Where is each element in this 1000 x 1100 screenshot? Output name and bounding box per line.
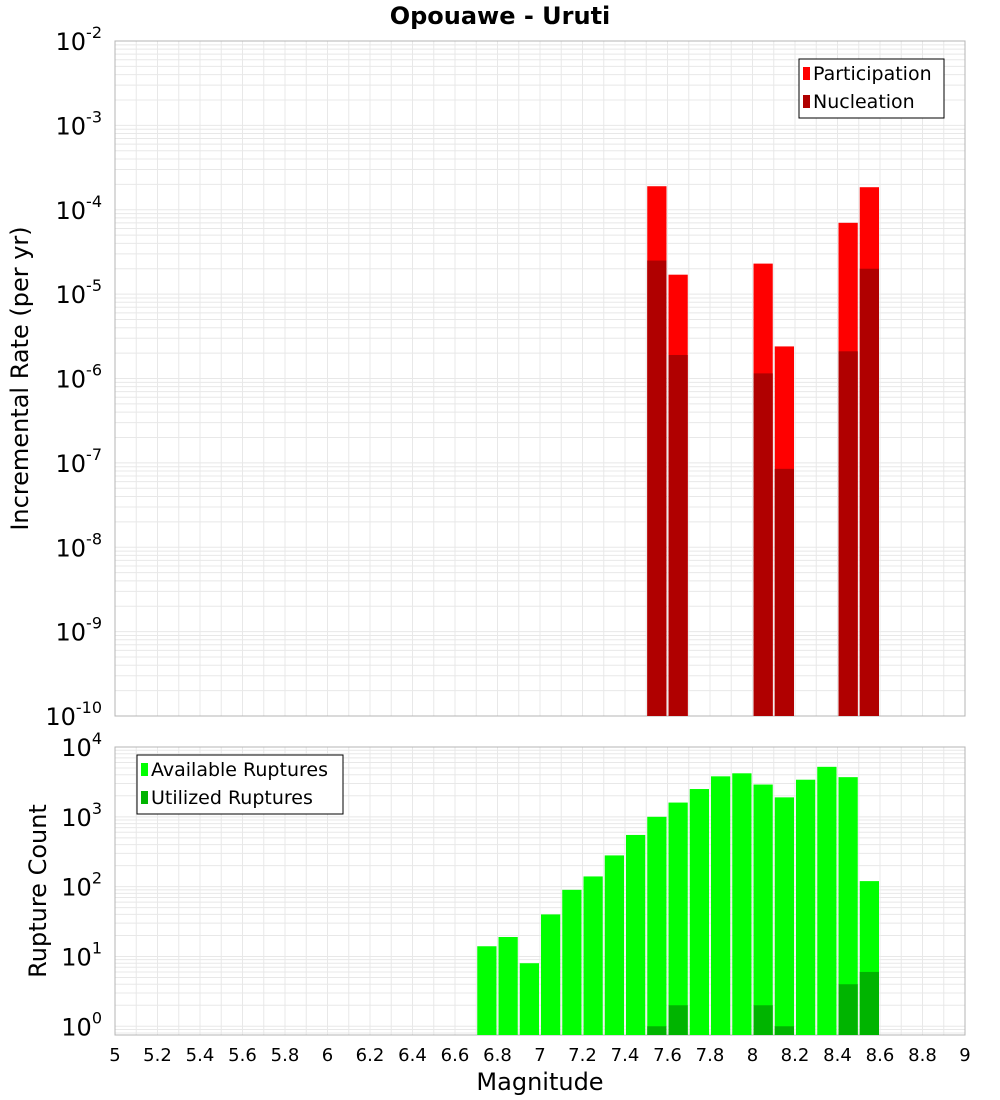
x-tick-label: 6.6 [441, 1045, 470, 1066]
bottom-bar-available-ruptures [541, 914, 561, 1035]
bottom-y-tick-label: 100 [61, 1008, 102, 1041]
x-tick-label: 7.6 [653, 1045, 682, 1066]
top-grid [114, 40, 966, 717]
top-bar-nucleation [774, 468, 794, 716]
top-legend-label: Nucleation [813, 91, 915, 113]
x-tick-label: 6.2 [356, 1045, 385, 1066]
x-tick-label: 5.8 [271, 1045, 300, 1066]
top-y-tick-label: 10-5 [56, 276, 103, 309]
bottom-legend-swatch [141, 763, 148, 776]
bottom-bar-available-ruptures [817, 766, 837, 1035]
bottom-panel: 100 101 102 103 104 Rupture Count Available … [24, 729, 966, 1041]
bottom-bar-available-ruptures [711, 776, 731, 1035]
x-tick-label: 8.2 [781, 1045, 810, 1066]
x-tick-label: 8.4 [823, 1045, 852, 1066]
bottom-bar-utilized-ruptures [838, 984, 858, 1035]
bottom-bar-available-ruptures [647, 816, 667, 1035]
bottom-y-axis-label: Rupture Count [24, 804, 52, 978]
x-tick-label: 7.8 [696, 1045, 725, 1066]
bottom-bars [477, 766, 879, 1035]
top-y-axis-label: Incremental Rate (per yr) [6, 226, 34, 530]
bottom-legend-swatch [141, 791, 148, 804]
x-tick-label: 8.8 [908, 1045, 937, 1066]
top-y-ticks: 10-10 10-9 10-8 10-7 10-6 10-5 10-4 10-3 10-2 [45, 23, 102, 731]
x-tick-label: 6.4 [398, 1045, 427, 1066]
top-bar-nucleation [647, 260, 667, 716]
top-bar-nucleation [668, 354, 688, 716]
x-tick-label: 5.4 [186, 1045, 215, 1066]
bottom-bar-available-ruptures [477, 946, 497, 1035]
bottom-bar-available-ruptures [732, 773, 752, 1035]
bottom-bar-available-ruptures [796, 779, 816, 1035]
top-panel: 10-10 10-9 10-8 10-7 10-6 10-5 10-4 10-3 10-2 In… [6, 23, 966, 731]
top-y-tick-label: 10-4 [56, 192, 103, 225]
bottom-bar-available-ruptures [753, 784, 773, 1035]
bottom-y-tick-label: 104 [61, 729, 102, 762]
x-tick-label: 9 [959, 1045, 970, 1066]
x-tick-label: 8 [747, 1045, 758, 1066]
bottom-legend-label: Available Ruptures [151, 759, 328, 781]
top-bar-nucleation [859, 268, 879, 716]
bottom-y-tick-label: 101 [61, 938, 102, 971]
bottom-y-tick-label: 102 [61, 869, 102, 902]
top-bar-nucleation [753, 373, 773, 716]
top-y-tick-label: 10-10 [45, 698, 102, 731]
bottom-bar-available-ruptures [562, 889, 582, 1035]
bottom-bar-utilized-ruptures [774, 1026, 794, 1035]
bottom-bar-available-ruptures [626, 834, 646, 1035]
bottom-y-ticks: 100 101 102 103 104 [61, 729, 102, 1041]
top-y-tick-label: 10-8 [56, 529, 103, 562]
x-tick-label: 6.8 [483, 1045, 512, 1066]
top-plot-frame [114, 40, 966, 717]
top-y-tick-label: 10-6 [56, 361, 103, 394]
top-legend-swatch [803, 67, 810, 80]
x-tick-label: 8.6 [866, 1045, 895, 1066]
bottom-bar-utilized-ruptures [753, 1005, 773, 1035]
top-bar-nucleation [838, 351, 858, 716]
bottom-bar-available-ruptures [689, 789, 709, 1035]
bottom-bar-available-ruptures [774, 797, 794, 1035]
top-y-tick-label: 10-9 [56, 614, 103, 647]
x-tick-label: 5.2 [143, 1045, 172, 1066]
bottom-legend-box [136, 754, 344, 815]
bottom-bar-utilized-ruptures [859, 971, 879, 1035]
x-tick-label: 5.6 [228, 1045, 257, 1066]
top-legend-box [798, 58, 945, 119]
bottom-bar-available-ruptures [519, 963, 539, 1035]
bottom-bar-available-ruptures [668, 802, 688, 1035]
bottom-legend: Available Ruptures Utilized Ruptures [136, 754, 344, 815]
bottom-y-tick-label: 103 [61, 799, 102, 832]
bottom-bar-available-ruptures [604, 855, 624, 1035]
bottom-bar-available-ruptures [583, 876, 603, 1035]
x-tick-label: 6 [322, 1045, 333, 1066]
top-y-tick-label: 10-2 [56, 23, 103, 56]
bottom-bar-utilized-ruptures [668, 1005, 688, 1035]
bottom-bar-utilized-ruptures [647, 1026, 667, 1035]
bottom-plot-frame [114, 746, 966, 1036]
top-bars [647, 186, 879, 716]
top-legend-label: Participation [813, 63, 932, 85]
top-legend: Participation Nucleation [798, 58, 945, 119]
top-legend-swatch [803, 95, 810, 108]
bottom-bar-available-ruptures [838, 777, 858, 1035]
top-y-tick-label: 10-7 [56, 445, 103, 478]
x-axis-label: Magnitude [476, 1068, 603, 1096]
x-tick-label: 7.4 [611, 1045, 640, 1066]
bottom-bar-available-ruptures [498, 936, 518, 1035]
x-ticks: 5 5.2 5.4 5.6 5.8 6 6.2 6.4 6.6 6.8 7 7.2 7.4 7.6 7.8 8… [109, 1045, 970, 1066]
x-tick-label: 7 [534, 1045, 545, 1066]
x-tick-label: 5 [109, 1045, 120, 1066]
top-y-tick-label: 10-3 [56, 107, 103, 140]
x-tick-label: 7.2 [568, 1045, 597, 1066]
chart-title: Opouawe - Uruti [390, 2, 611, 30]
bottom-legend-label: Utilized Ruptures [151, 787, 313, 809]
